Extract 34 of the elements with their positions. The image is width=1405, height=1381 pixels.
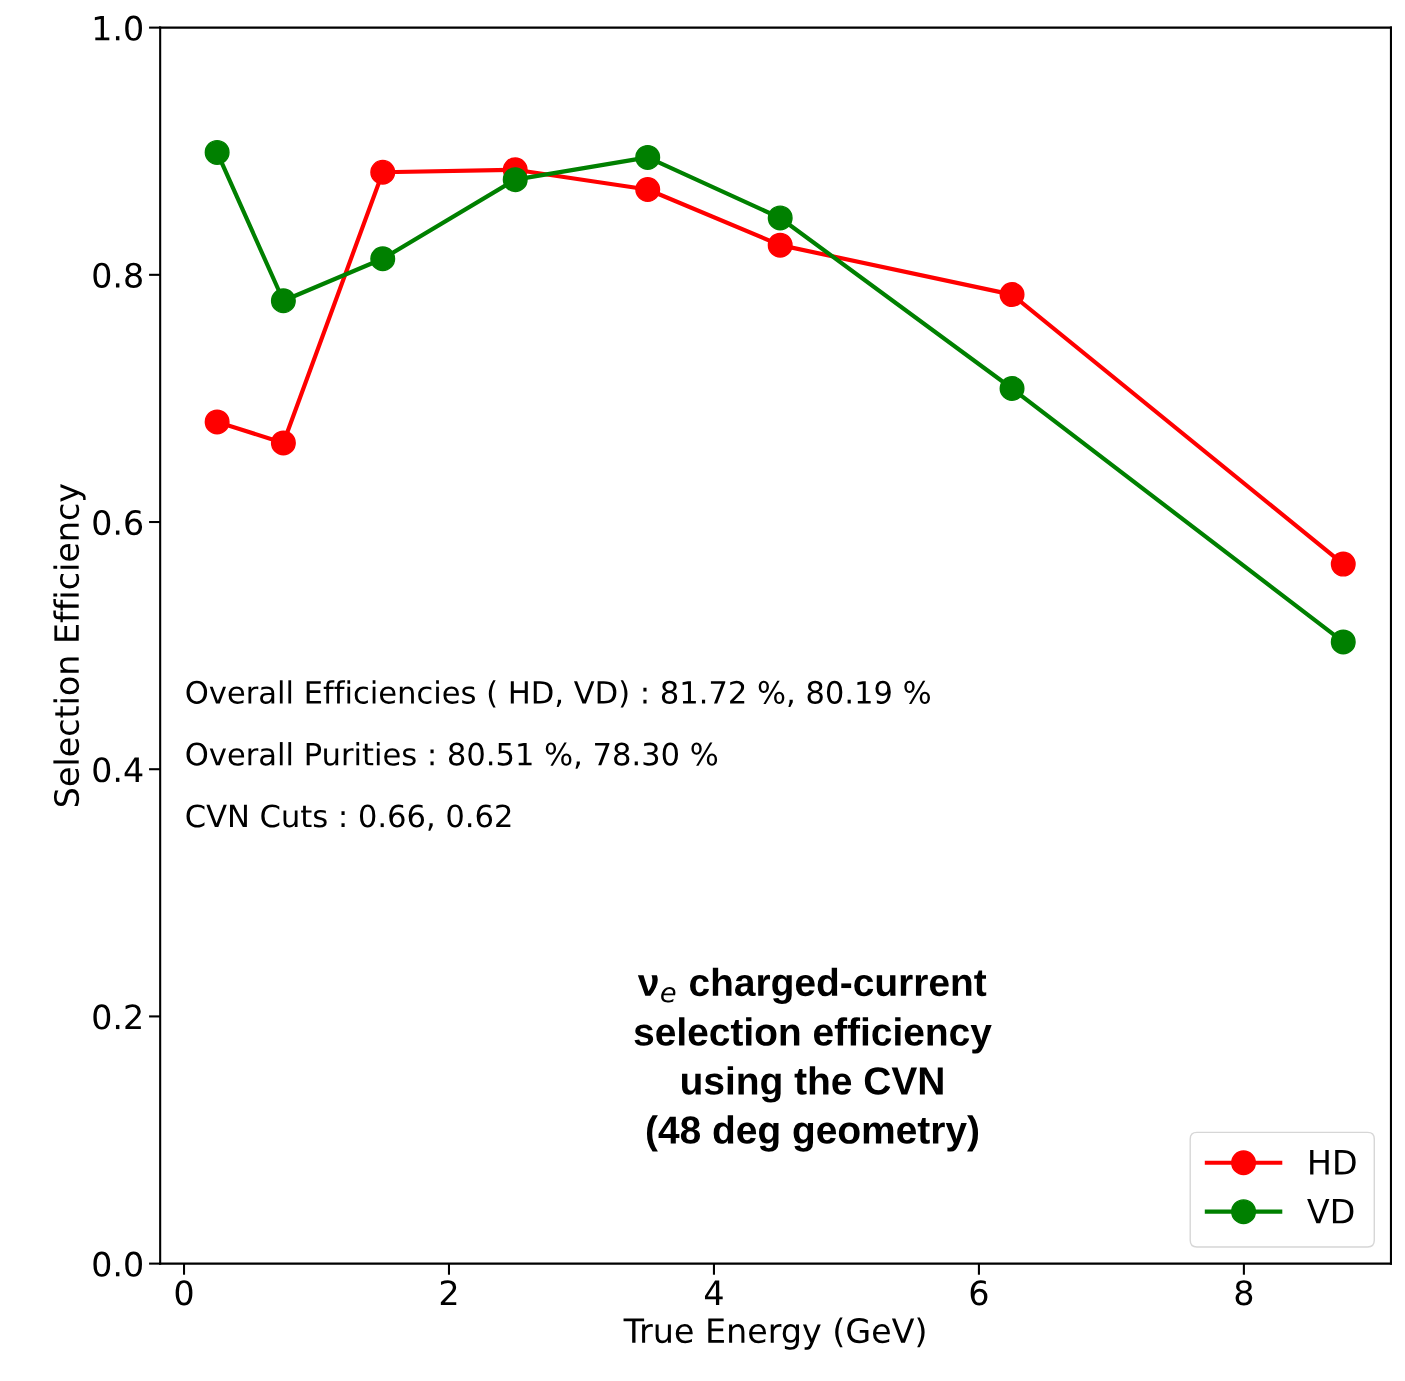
annotation: CVN Cuts : 0.66, 0.62: [186, 804, 511, 831]
point: [999, 376, 1025, 402]
annotation: ν$_{e}$ charged-current selection efficiency using the CVN (48 deg geometry): [634, 967, 992, 1152]
point: [767, 232, 793, 258]
point: [370, 246, 396, 272]
x-axis-title: True Energy (GeV): [623, 1317, 925, 1350]
point: [1330, 629, 1356, 655]
y-tick-label: 0.8: [93, 262, 142, 288]
point: [270, 430, 296, 456]
y-tick-label: 0.0: [93, 1251, 142, 1277]
x-tick-label: 8: [1235, 1280, 1253, 1306]
legend-label: VD: [1307, 1199, 1354, 1224]
y-tick-label: 0.2: [93, 1004, 141, 1030]
point: [999, 282, 1025, 308]
y-tick-label: 1.0: [94, 15, 142, 41]
point: [270, 288, 296, 314]
legend-label: HD: [1310, 1150, 1356, 1175]
x-tick-label: 6: [970, 1280, 988, 1306]
point: [370, 159, 396, 185]
point: [767, 205, 793, 231]
point: [204, 409, 230, 435]
y-tick-label: 0.6: [93, 509, 143, 536]
point: [635, 144, 661, 170]
y-axis-title: Selection Efficiency: [53, 483, 86, 807]
x-tick-label: 4: [704, 1280, 723, 1305]
point: [502, 167, 528, 193]
x-tick-label: 0: [175, 1280, 193, 1306]
point: [1330, 551, 1356, 577]
x-tick-label: 2: [440, 1280, 457, 1305]
annotation: Overall Purities : 80.51 %, 78.30 %: [186, 742, 718, 769]
y-tick-label: 0.4: [93, 757, 143, 783]
annotation: Overall Efficiencies ( HD, VD) : 81.72 %, 80.19 %: [186, 680, 930, 708]
point: [635, 177, 661, 203]
point: [204, 139, 230, 165]
